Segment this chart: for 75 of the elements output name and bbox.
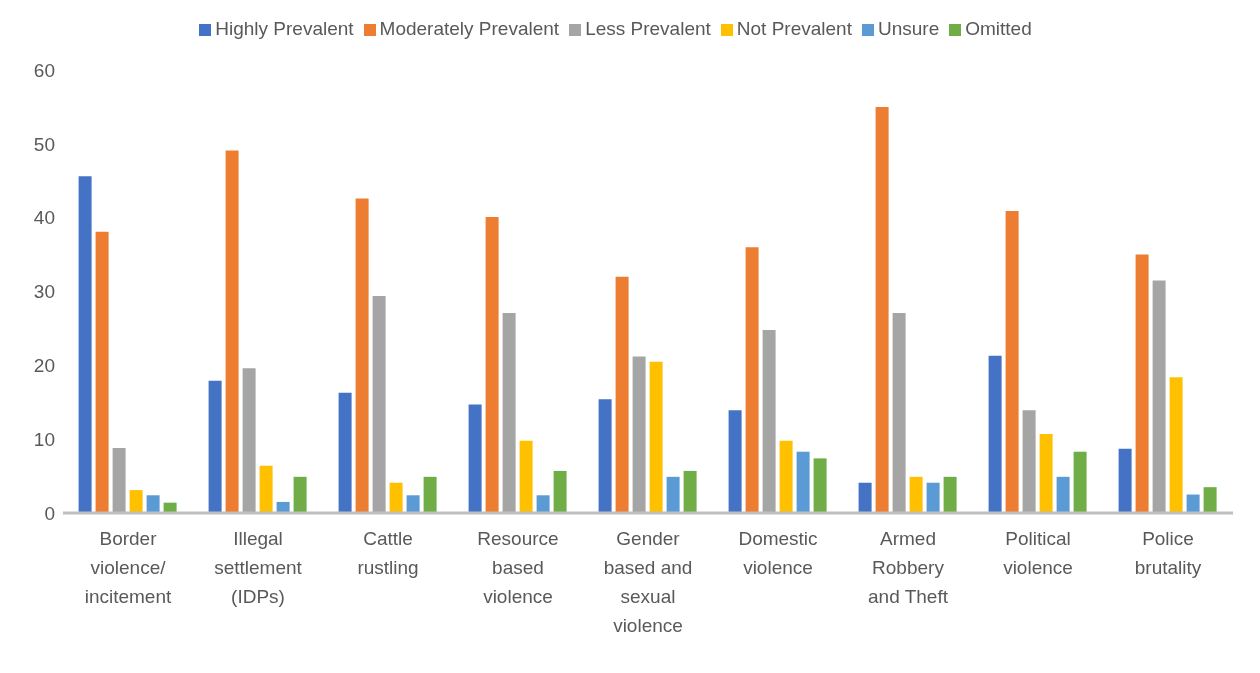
bar bbox=[242, 368, 256, 513]
bar bbox=[926, 482, 940, 513]
y-tick-label: 20 bbox=[33, 355, 55, 377]
bar bbox=[858, 482, 872, 513]
x-tick-label: Domestic violence bbox=[738, 528, 818, 578]
bar bbox=[468, 404, 482, 513]
bar bbox=[78, 176, 92, 513]
bar bbox=[666, 476, 680, 513]
bar bbox=[875, 106, 889, 513]
y-tick-label: 40 bbox=[33, 207, 55, 229]
bar bbox=[406, 495, 420, 513]
bar bbox=[1039, 434, 1053, 513]
bar bbox=[553, 470, 567, 513]
legend-label: Moderately Prevalent bbox=[379, 18, 560, 39]
bar bbox=[423, 476, 437, 513]
bar bbox=[1005, 211, 1019, 513]
bar bbox=[485, 216, 499, 513]
bar bbox=[1056, 476, 1070, 513]
bar bbox=[943, 476, 957, 513]
bar bbox=[1022, 410, 1036, 513]
x-tick-label: Political violence bbox=[1003, 528, 1073, 578]
bar bbox=[683, 470, 697, 513]
bar bbox=[1118, 448, 1132, 513]
x-tick-label: Armed Robbery and Theft bbox=[868, 528, 949, 607]
bar bbox=[502, 312, 516, 513]
bar bbox=[259, 465, 273, 513]
legend-label: Highly Prevalent bbox=[215, 18, 354, 39]
bar bbox=[338, 392, 352, 513]
legend-label: Not Prevalent bbox=[736, 18, 852, 39]
bar bbox=[909, 476, 923, 513]
bar bbox=[355, 198, 369, 513]
bar bbox=[1073, 451, 1087, 513]
bar bbox=[129, 490, 143, 513]
bar bbox=[293, 476, 307, 513]
bar bbox=[536, 495, 550, 513]
bar bbox=[146, 495, 160, 513]
x-tick-label: Resource based violence bbox=[477, 528, 559, 607]
bar bbox=[615, 276, 629, 513]
bar bbox=[1152, 280, 1166, 513]
y-tick-label: 30 bbox=[33, 281, 55, 303]
x-tick-label: Gender based and sexual violence bbox=[603, 528, 693, 636]
bar bbox=[598, 399, 612, 513]
bar bbox=[276, 501, 290, 513]
bar bbox=[813, 458, 827, 513]
legend-label: Omitted bbox=[965, 18, 1032, 39]
y-tick-label: 60 bbox=[33, 59, 55, 81]
bar bbox=[372, 295, 386, 513]
bar bbox=[389, 482, 403, 513]
bar bbox=[1186, 494, 1200, 513]
x-tick-label: Police brutality bbox=[1134, 528, 1202, 578]
x-tick-label: Border violence/ incitement bbox=[84, 528, 173, 607]
bar bbox=[208, 380, 222, 513]
y-tick-label: 0 bbox=[44, 502, 55, 524]
legend-label: Less Prevalent bbox=[585, 18, 711, 39]
bar bbox=[649, 361, 663, 513]
bar bbox=[1169, 377, 1183, 513]
y-tick-label: 50 bbox=[33, 133, 55, 155]
bar bbox=[796, 451, 810, 513]
bar bbox=[728, 410, 742, 513]
bar bbox=[762, 329, 776, 513]
bar bbox=[892, 312, 906, 513]
bar bbox=[112, 448, 126, 513]
x-tick-label: Illegal settlement (IDPs) bbox=[214, 528, 303, 607]
bar bbox=[1203, 487, 1217, 513]
bar bbox=[225, 150, 239, 513]
bar bbox=[988, 355, 1002, 513]
bar bbox=[632, 356, 646, 513]
bar bbox=[519, 440, 533, 513]
x-tick-label: Cattle rustling bbox=[357, 528, 419, 578]
legend-label: Unsure bbox=[877, 18, 940, 39]
bar bbox=[95, 231, 109, 513]
bar bbox=[1135, 254, 1149, 513]
bar bbox=[779, 440, 793, 513]
y-tick-label: 10 bbox=[33, 428, 55, 450]
bar bbox=[745, 247, 759, 513]
